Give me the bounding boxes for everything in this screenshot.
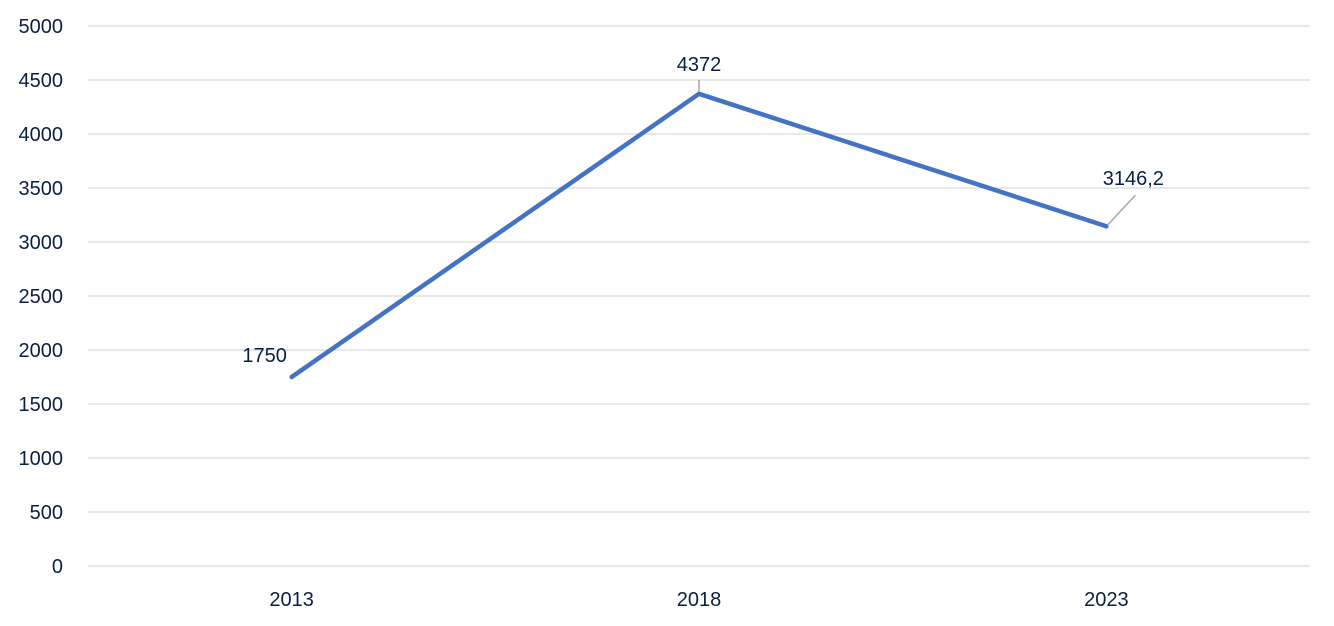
y-tick-label: 0: [52, 556, 63, 578]
y-tick-label: 4500: [19, 70, 64, 92]
y-tick-label: 1000: [19, 448, 64, 470]
gridlines: [88, 25, 1310, 567]
series-line: [289, 91, 1109, 380]
data-point: [696, 91, 702, 97]
series-layer: [289, 91, 1109, 380]
x-tick-label: 2023: [1084, 589, 1129, 611]
data-point: [289, 374, 294, 380]
data-labels: 1750 4372 3146,2: [242, 54, 1164, 367]
y-tick-label: 3500: [19, 178, 64, 200]
x-tick-label: 2018: [677, 589, 722, 611]
y-tick-label: 2000: [19, 340, 64, 362]
data-label: 3146,2: [1103, 168, 1164, 190]
data-label: 1750: [242, 345, 287, 367]
leader-line: [1106, 194, 1136, 226]
y-tick-label: 5000: [19, 16, 64, 38]
y-tick-label: 1500: [19, 394, 64, 416]
y-tick-label: 2500: [19, 286, 64, 308]
data-label: 4372: [677, 54, 722, 76]
y-tick-label: 3000: [19, 232, 64, 254]
y-axis-tick-labels: 0 500 1000 1500 2000 2500 3000 3500 4000 4500 5000: [19, 16, 64, 578]
y-tick-label: 500: [30, 502, 63, 524]
x-tick-label: 2013: [269, 589, 314, 611]
y-tick-label: 4000: [19, 124, 64, 146]
x-axis-tick-labels: 2013 2018 2023: [269, 589, 1128, 611]
